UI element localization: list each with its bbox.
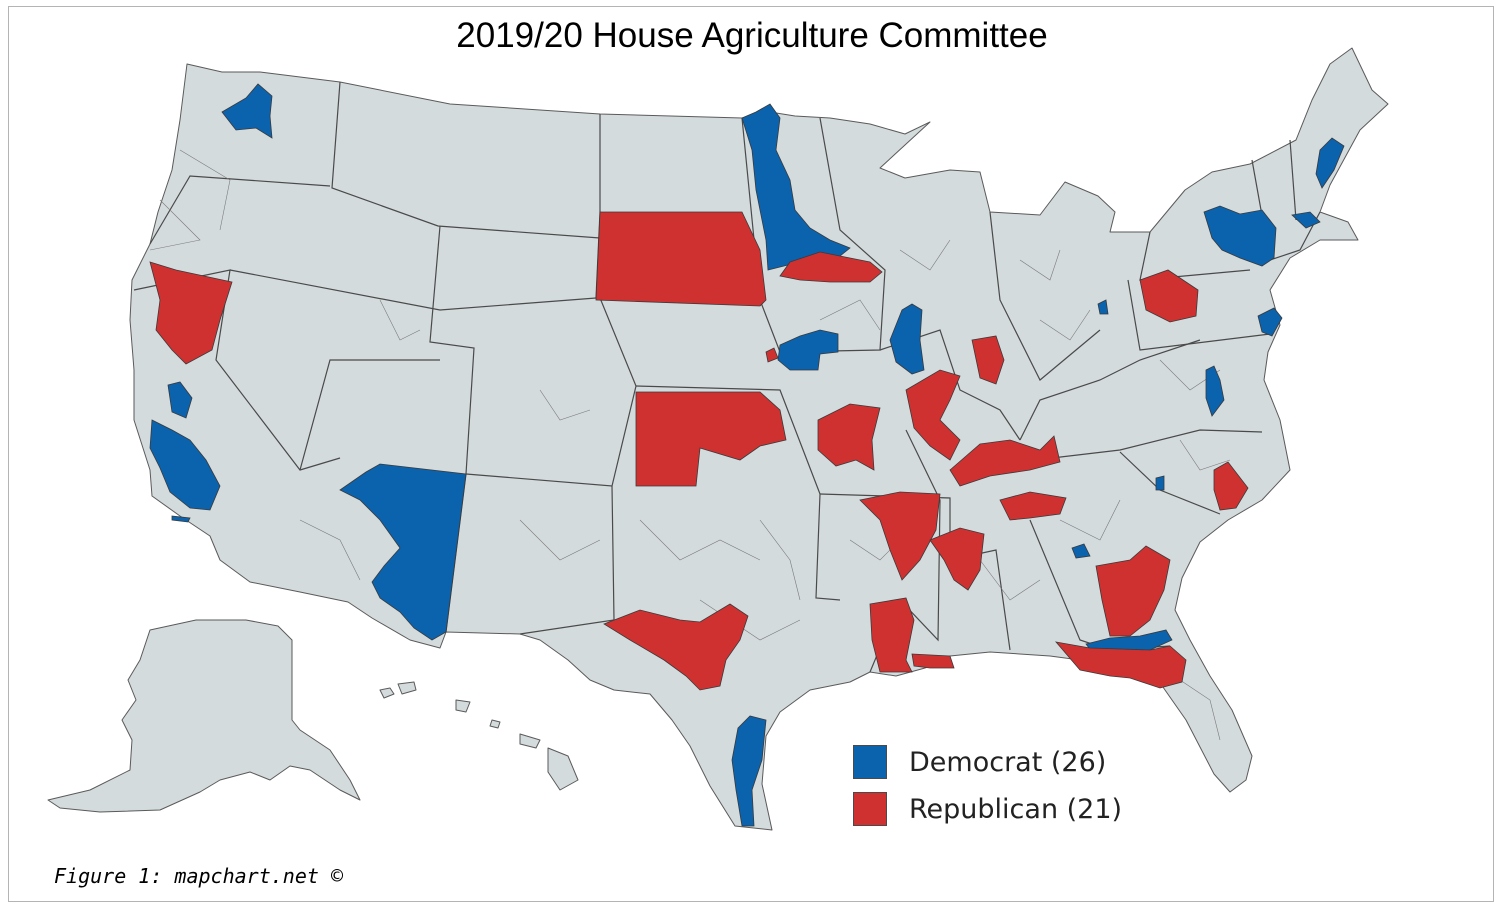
hawaii-island-4 [489, 719, 501, 729]
democrat-district-ma [1291, 211, 1321, 229]
democrat-district-wa [221, 83, 273, 139]
republican-district-il-south [905, 369, 961, 461]
democrat-district-az [339, 463, 467, 641]
hawaii-island-1 [379, 687, 395, 699]
republican-district-ks [635, 391, 787, 487]
democrat-swatch [853, 745, 887, 779]
republican-district-mn-south [779, 251, 883, 283]
republican-swatch [853, 792, 887, 826]
republican-district-nc [1213, 461, 1249, 511]
democrat-district-ca-north [167, 381, 193, 419]
republican-district-la-south [911, 653, 955, 669]
republican-district-pa [1139, 269, 1199, 323]
hawaii-island-6 [547, 747, 579, 791]
democrat-district-ny [1203, 205, 1277, 267]
democrat-district-nc-small [1155, 475, 1165, 491]
republican-district-sd [595, 211, 767, 307]
map-title: 2019/20 House Agriculture Committee [456, 16, 1048, 55]
democrat-district-ca-central [149, 419, 221, 511]
republican-district-fl-north [1054, 641, 1187, 689]
republican-districts [149, 211, 1249, 691]
democrat-district-mn [741, 103, 851, 271]
democrat-district-va [1205, 365, 1225, 417]
democrat-district-tx-south [731, 715, 767, 827]
legend-item-republican: Republican (21) [853, 792, 1122, 826]
republican-district-ms [929, 527, 985, 591]
republican-district-ar [859, 491, 941, 581]
democrat-district-ia [777, 329, 839, 371]
hawaii-island-5 [519, 733, 541, 749]
democrat-district-ga [1071, 543, 1091, 559]
democrat-district-nj [1257, 307, 1283, 337]
democrat-district-ca-islands [171, 515, 191, 523]
democrat-district-il [889, 303, 925, 375]
republican-district-ca-north [149, 261, 233, 365]
republican-district-tn [999, 491, 1067, 521]
republican-district-la [869, 597, 915, 673]
republican-district-tx-west [603, 603, 749, 691]
figure-caption: Figure 1: mapchart.net © [54, 864, 343, 888]
democrat-districts [149, 83, 1345, 827]
republican-district-ga [1095, 545, 1171, 637]
legend-label-democrat: Democrat (26) [909, 746, 1107, 778]
democrat-district-me [1315, 137, 1345, 189]
republican-district-ia-small [765, 347, 779, 363]
alaska [47, 619, 361, 813]
hawaii-island-2 [397, 681, 417, 695]
republican-district-mo [817, 403, 881, 471]
republican-district-in [971, 335, 1005, 385]
legend-item-democrat: Democrat (26) [853, 745, 1106, 779]
hawaii-island-3 [455, 699, 471, 713]
democrat-district-pa-small [1097, 299, 1109, 315]
republican-district-ky [949, 435, 1061, 487]
legend-label-republican: Republican (21) [909, 793, 1123, 825]
